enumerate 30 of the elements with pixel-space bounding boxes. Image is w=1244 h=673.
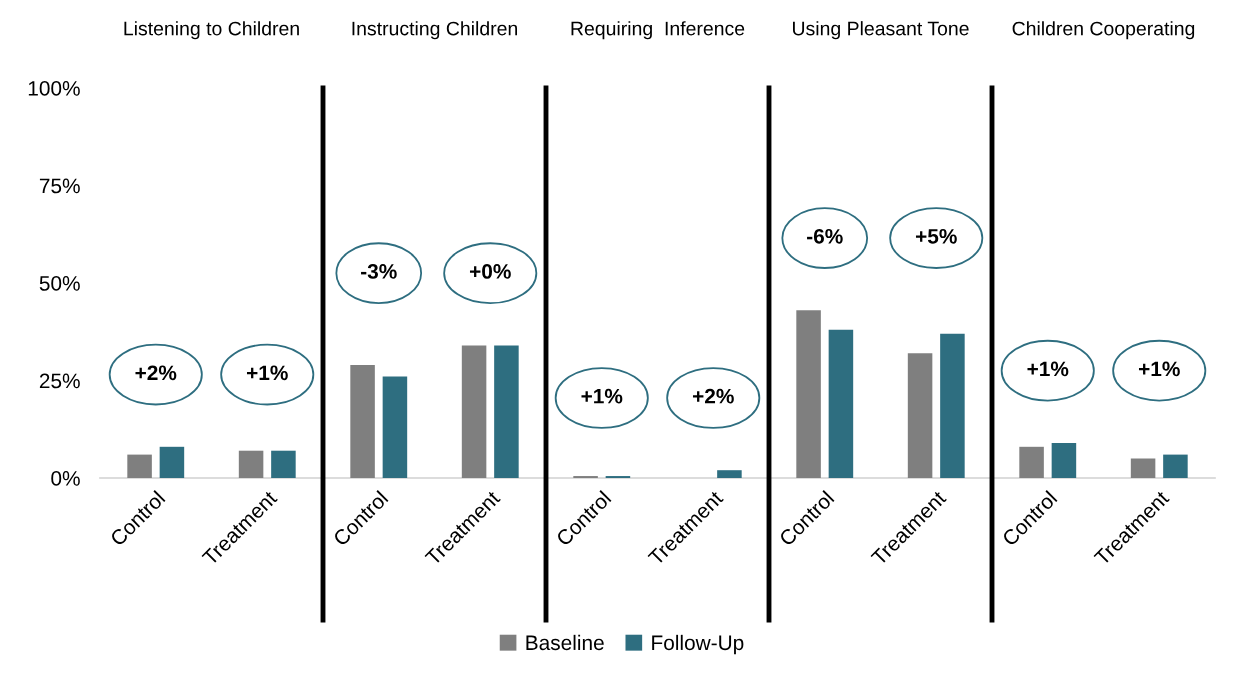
bar: [828, 329, 854, 478]
y-tick-label: 25%: [39, 373, 80, 389]
y-tick-label: 100%: [28, 81, 80, 96]
annotation: +1%: [1027, 361, 1069, 377]
annotation: -6%: [807, 228, 843, 244]
bar: [1019, 446, 1044, 478]
bar: [1051, 442, 1077, 478]
annotation: +5%: [915, 228, 957, 244]
annotation: -3%: [361, 264, 397, 279]
annotation: +1%: [581, 388, 623, 404]
legend-label: Baseline: [526, 634, 604, 651]
annotation: +0%: [469, 264, 511, 279]
chart-title: Instructing Children: [352, 21, 517, 40]
annotation: +2%: [692, 388, 734, 404]
chart-title: Requiring Inference: [571, 21, 745, 40]
chart-title: Children Cooperating: [1012, 21, 1195, 40]
bar: [940, 333, 965, 478]
bar: [796, 310, 821, 478]
legend-label: Follow-Up: [652, 634, 744, 655]
bar: [1130, 458, 1156, 478]
chart-title: Using Pleasant Tone: [793, 21, 969, 40]
y-tick-label: 50%: [39, 276, 80, 291]
annotation: +1%: [1138, 361, 1180, 377]
annotation: +1%: [246, 365, 288, 381]
bar: [907, 353, 933, 478]
bar: [1163, 454, 1188, 478]
annotation: +2%: [135, 365, 177, 381]
y-tick-label: 0%: [51, 471, 80, 486]
chart-title: Listening to Children: [124, 21, 299, 40]
y-tick-label: 75%: [39, 178, 80, 194]
